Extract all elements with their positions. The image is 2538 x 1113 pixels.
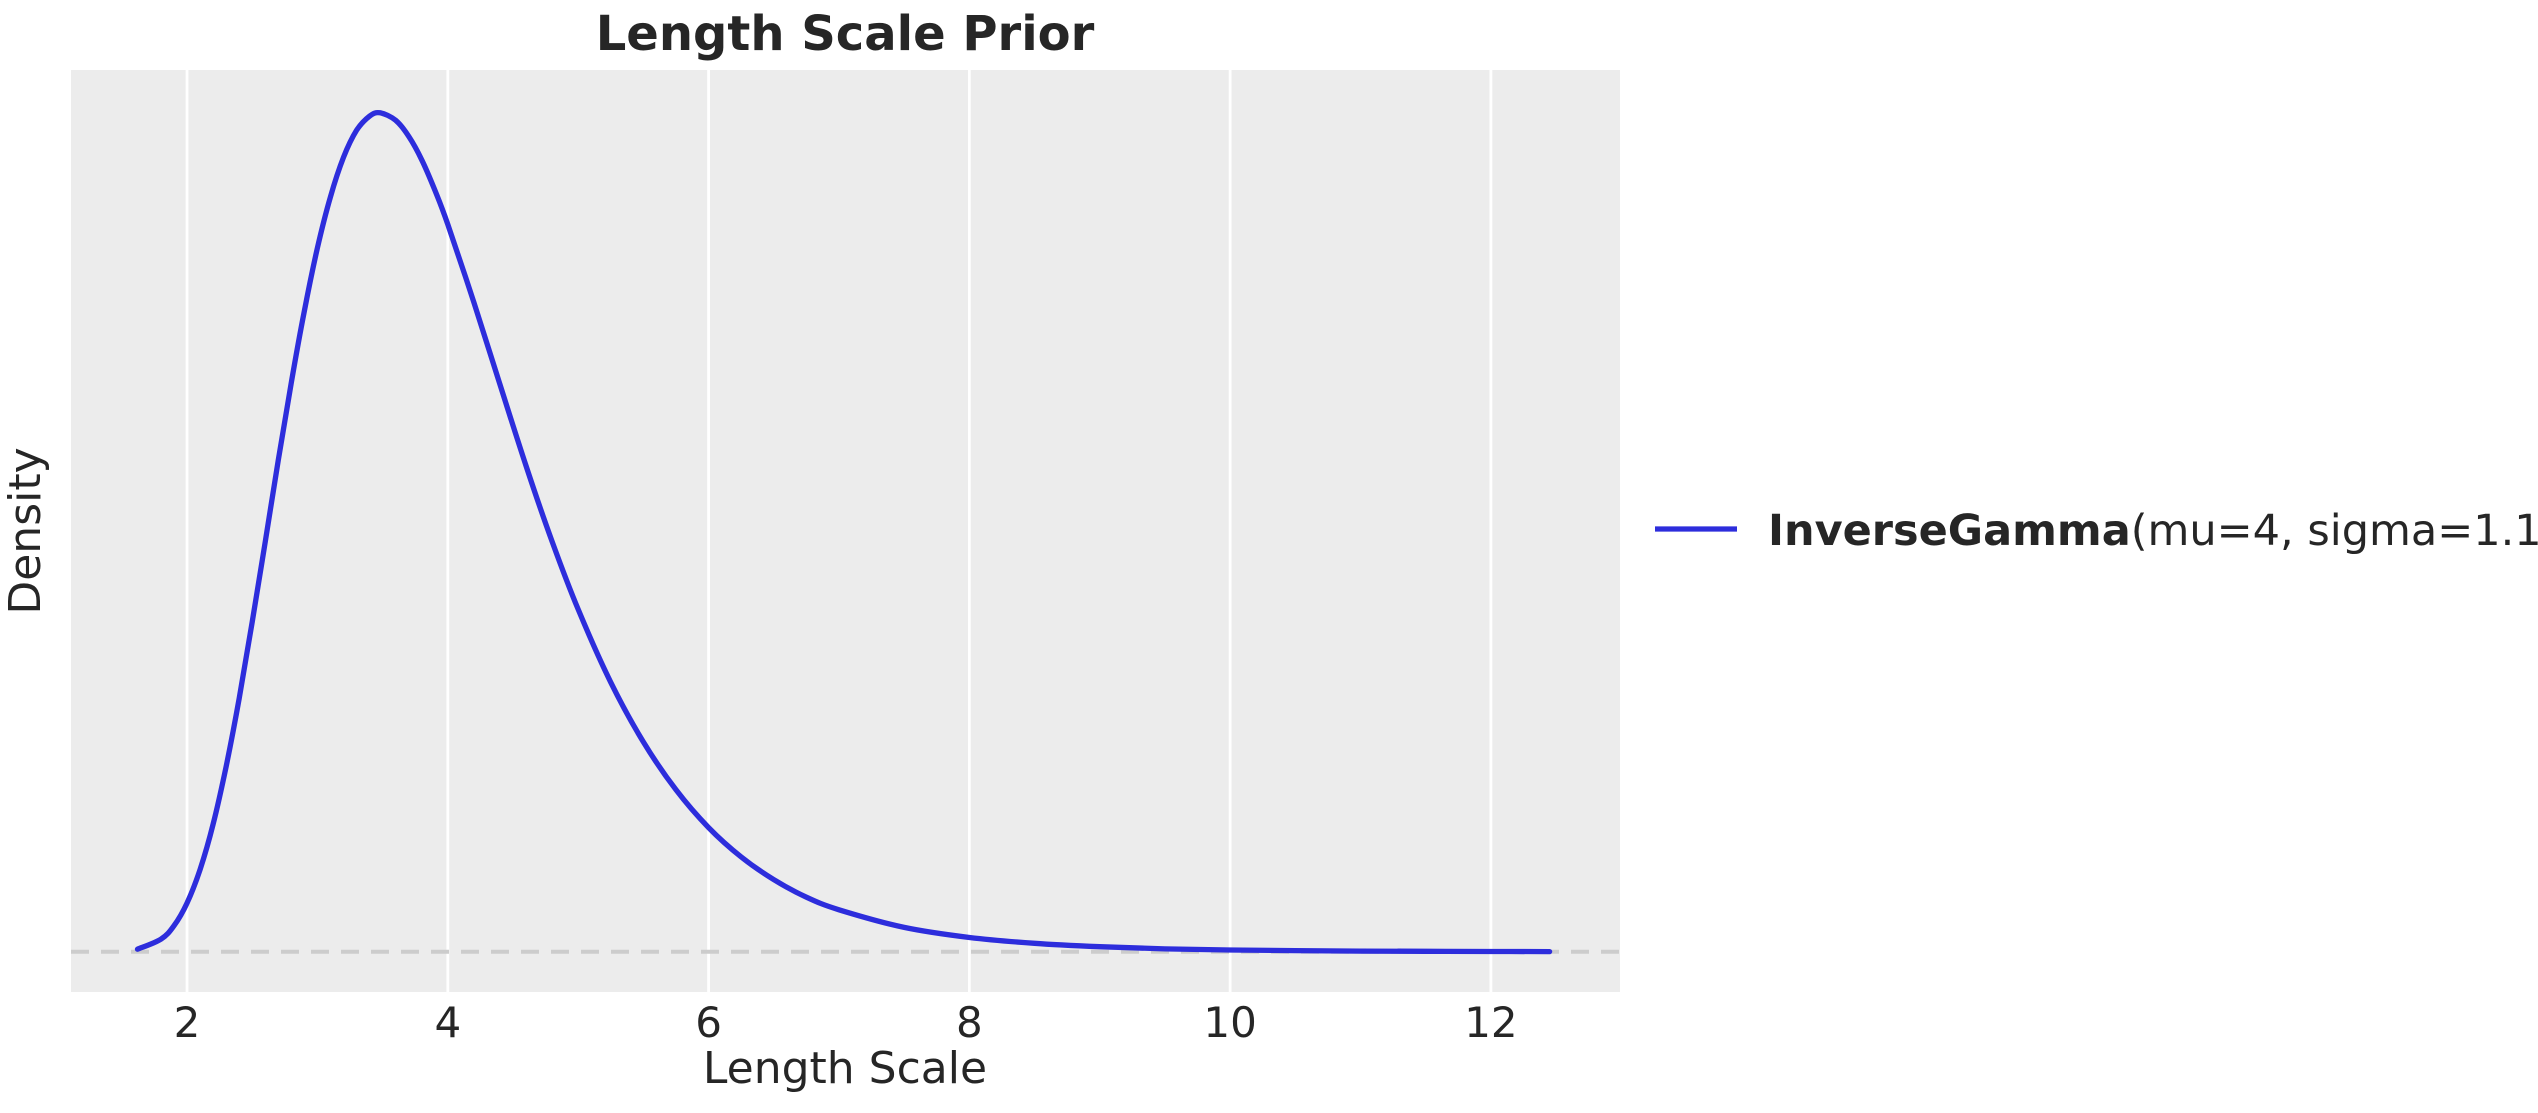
x-tick-label: 2	[174, 998, 201, 1047]
legend-label-distribution: InverseGamma	[1768, 506, 2131, 556]
x-tick-label: 8	[956, 998, 983, 1047]
x-tick-label: 12	[1464, 998, 1517, 1047]
legend-label-params: (mu=4, sigma=1.14)	[2131, 506, 2538, 556]
chart-title: Length Scale Prior	[596, 6, 1095, 62]
x-tick-label: 6	[695, 998, 722, 1047]
x-tick-label: 10	[1203, 998, 1256, 1047]
x-axis-label: Length Scale	[703, 1043, 987, 1094]
plot-area	[71, 70, 1620, 992]
x-tick-label: 4	[434, 998, 461, 1047]
legend: InverseGamma(mu=4, sigma=1.14)	[1655, 506, 2538, 556]
density-curve	[134, 109, 1553, 955]
y-axis-label: Density	[0, 447, 51, 614]
legend-label: InverseGamma(mu=4, sigma=1.14)	[1768, 506, 2538, 556]
x-tick-labels: 2 4 6 8 10 12	[174, 998, 1518, 1047]
